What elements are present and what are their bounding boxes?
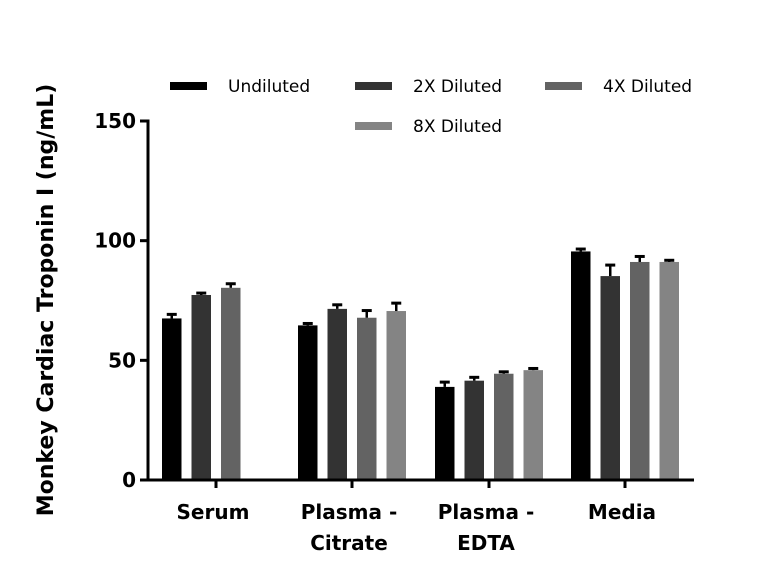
bars-layer (162, 247, 679, 480)
y-tick-label: 0 (122, 468, 136, 492)
x-tick-label: EDTA (457, 531, 515, 555)
bar (571, 251, 591, 480)
y-tick-label: 50 (108, 348, 136, 372)
legend-swatch (355, 122, 392, 130)
bar (600, 276, 620, 480)
bar (464, 380, 484, 480)
bar (191, 294, 211, 480)
legend-label: 2X Diluted (413, 77, 502, 97)
bar (327, 308, 347, 480)
x-tick-label: Plasma - (301, 500, 398, 524)
legend-label: 4X Diluted (603, 77, 692, 97)
x-tick-label: Media (588, 500, 656, 524)
bar (494, 373, 514, 480)
bar (630, 261, 650, 480)
legend-label: Undiluted (228, 77, 310, 97)
bar (357, 317, 377, 480)
legend: Undiluted 2X Diluted 4X Diluted 8X Diluted (170, 77, 692, 137)
bar (659, 261, 679, 480)
bar (221, 287, 241, 480)
axes-layer: Serum Plasma - Citrate Plasma - EDTA Media 0 50… (94, 109, 694, 555)
legend-label: 8X Diluted (413, 117, 502, 137)
x-tick-label: Serum (177, 500, 250, 524)
bar (523, 370, 543, 480)
legend-swatch (170, 82, 207, 90)
x-tick-label: Plasma - (438, 500, 535, 524)
y-axis-label: Monkey Cardiac Troponin I (ng/mL) (34, 84, 59, 517)
legend-swatch (355, 82, 392, 90)
bar (386, 311, 406, 480)
y-tick-label: 150 (94, 109, 136, 133)
legend-swatch (545, 82, 582, 90)
bar (298, 325, 318, 480)
bar (435, 386, 455, 480)
bar (162, 318, 182, 480)
y-tick-label: 100 (94, 229, 136, 253)
x-tick-label: Citrate (310, 531, 388, 555)
